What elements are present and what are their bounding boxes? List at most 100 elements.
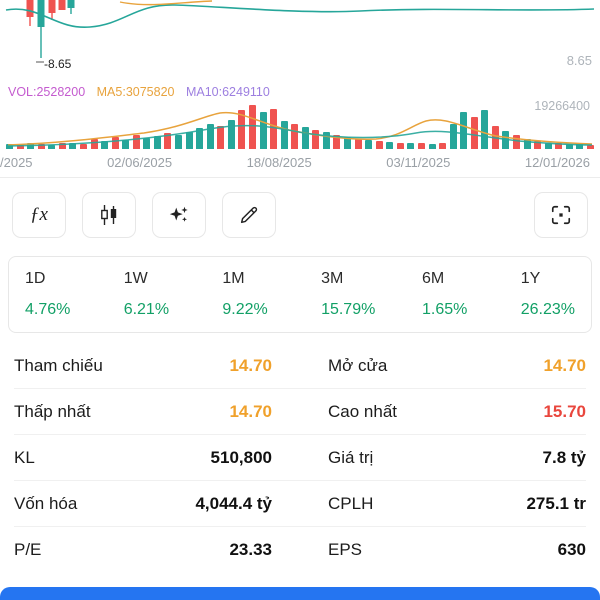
stat-label: Cao nhất	[328, 401, 397, 421]
price-marker-label: -8.65	[44, 57, 72, 71]
period-return-value: 6.21%	[123, 301, 170, 318]
volume-bar	[280, 121, 288, 149]
period-return-value: 4.76%	[25, 301, 71, 318]
volume-bar	[534, 141, 542, 149]
period-label: 6M	[422, 270, 445, 287]
indicator-button[interactable]	[82, 192, 136, 238]
volume-bar	[523, 139, 531, 149]
fullscreen-button[interactable]	[534, 192, 588, 238]
volume-bar	[185, 132, 193, 149]
volume-bar	[375, 141, 383, 149]
volume-bar	[481, 110, 489, 149]
period-return-value: 1.65%	[422, 301, 468, 318]
price-pane[interactable]: -8.65 8.65	[0, 0, 600, 84]
volume-bar	[90, 139, 98, 149]
volume-bar	[291, 124, 299, 149]
period-return-value: 15.79%	[321, 301, 376, 318]
volume-legend: VOL:2528200 MA5:3075820 MA10:6249110	[0, 84, 600, 101]
volume-bar	[365, 140, 373, 149]
stat-cell: Giá trị 7.8 tỷ	[300, 448, 586, 468]
volume-bar	[513, 135, 520, 149]
volume-bar	[37, 144, 45, 149]
volume-bar	[248, 105, 256, 149]
draw-button[interactable]	[222, 192, 276, 238]
x-axis-label: 03/11/2025	[386, 155, 451, 170]
volume-bar	[322, 132, 330, 149]
volume-bar	[470, 117, 478, 149]
bottom-action-bar[interactable]	[0, 587, 600, 600]
stat-value: 15.70	[543, 401, 586, 421]
period-column-1w[interactable]: 1W 6.21%	[124, 270, 176, 319]
stat-cell: Cao nhất 15.70	[300, 402, 586, 422]
stat-label: Vốn hóa	[14, 493, 78, 513]
volume-bar	[354, 139, 362, 149]
volume-bar	[196, 128, 204, 149]
stat-value: 23.33	[229, 539, 272, 559]
stat-value: 7.8 tỷ	[542, 447, 586, 467]
volume-bar	[565, 144, 573, 149]
x-axis: /2025 02/06/2025 18/08/2025 03/11/2025 12/01…	[0, 151, 600, 177]
volume-bar	[502, 131, 510, 149]
volume-bar	[417, 143, 425, 149]
stat-cell: CPLH 275.1 tr	[300, 494, 586, 514]
stat-row: Tham chiếu 14.70 Mở cửa 14.70	[14, 343, 586, 389]
chart-toolbar: ƒx	[0, 178, 600, 250]
stat-value: 14.70	[229, 355, 272, 375]
pencil-icon	[238, 204, 260, 226]
period-column-1y[interactable]: 1Y 26.23%	[521, 270, 575, 319]
period-label: 1W	[123, 270, 148, 287]
ma10-value: MA10:6249110	[185, 85, 270, 99]
period-column-1m[interactable]: 1M 9.22%	[222, 270, 274, 319]
stats-table: Tham chiếu 14.70 Mở cửa 14.70 Thấp nhất 14.70…	[0, 343, 600, 572]
stat-value: 14.70	[543, 355, 586, 375]
stat-cell: EPS 630	[300, 540, 586, 560]
volume-bars	[4, 101, 596, 149]
volume-bar	[111, 137, 119, 149]
volume-bar	[69, 143, 77, 149]
volume-bar	[16, 145, 24, 149]
stat-cell: KL 510,800	[14, 448, 300, 468]
period-column-3m[interactable]: 3M 15.79%	[321, 270, 375, 319]
performance-box: 1D 4.76% 1W 6.21% 1M 9.22% 3M 15.79% 6M 1.65% 1Y 26…	[8, 256, 592, 333]
stat-cell: Thấp nhất 14.70	[14, 402, 300, 422]
stat-label: CPLH	[328, 493, 374, 513]
volume-pane[interactable]: 19266400	[4, 99, 596, 151]
period-label: 1Y	[520, 270, 541, 287]
volume-bar	[576, 143, 584, 149]
x-axis-label: 02/06/2025	[107, 155, 173, 170]
volume-bar	[333, 135, 341, 149]
stat-row: KL 510,800 Giá trị 7.8 tỷ	[14, 435, 586, 481]
x-axis-label: /2025	[0, 155, 33, 170]
period-label: 1M	[222, 270, 245, 287]
stat-label: Tham chiếu	[14, 355, 103, 375]
volume-bar	[101, 141, 109, 149]
volume-bar	[143, 138, 151, 149]
stat-row: P/E 23.33 EPS 630	[14, 527, 586, 572]
vol-value: VOL:2528200	[8, 85, 86, 99]
stat-label: P/E	[14, 539, 42, 559]
function-button[interactable]: ƒx	[12, 192, 66, 238]
volume-bar	[6, 144, 13, 149]
period-column-1d[interactable]: 1D 4.76%	[25, 270, 77, 319]
stat-value: 275.1 tr	[526, 493, 586, 513]
volume-bar	[460, 112, 468, 149]
stat-cell: P/E 23.33	[14, 540, 300, 560]
volume-bar	[164, 133, 172, 149]
volume-bar	[396, 143, 404, 149]
period-column-6m[interactable]: 6M 1.65%	[422, 270, 474, 319]
period-label: 3M	[321, 270, 344, 287]
stat-label: Thấp nhất	[14, 401, 91, 421]
volume-bar	[491, 126, 499, 149]
volume-axis-label: 19266400	[532, 99, 592, 113]
stat-cell: Mở cửa 14.70	[300, 356, 586, 376]
fullscreen-icon	[550, 204, 572, 226]
ai-assist-button[interactable]	[152, 192, 206, 238]
sparkles-icon	[168, 204, 190, 226]
stat-value: 14.70	[229, 401, 272, 421]
stat-label: Mở cửa	[328, 355, 388, 375]
period-return-value: 26.23%	[520, 301, 575, 318]
volume-bar	[449, 124, 457, 149]
volume-bar	[27, 143, 35, 149]
volume-bar	[217, 126, 225, 149]
